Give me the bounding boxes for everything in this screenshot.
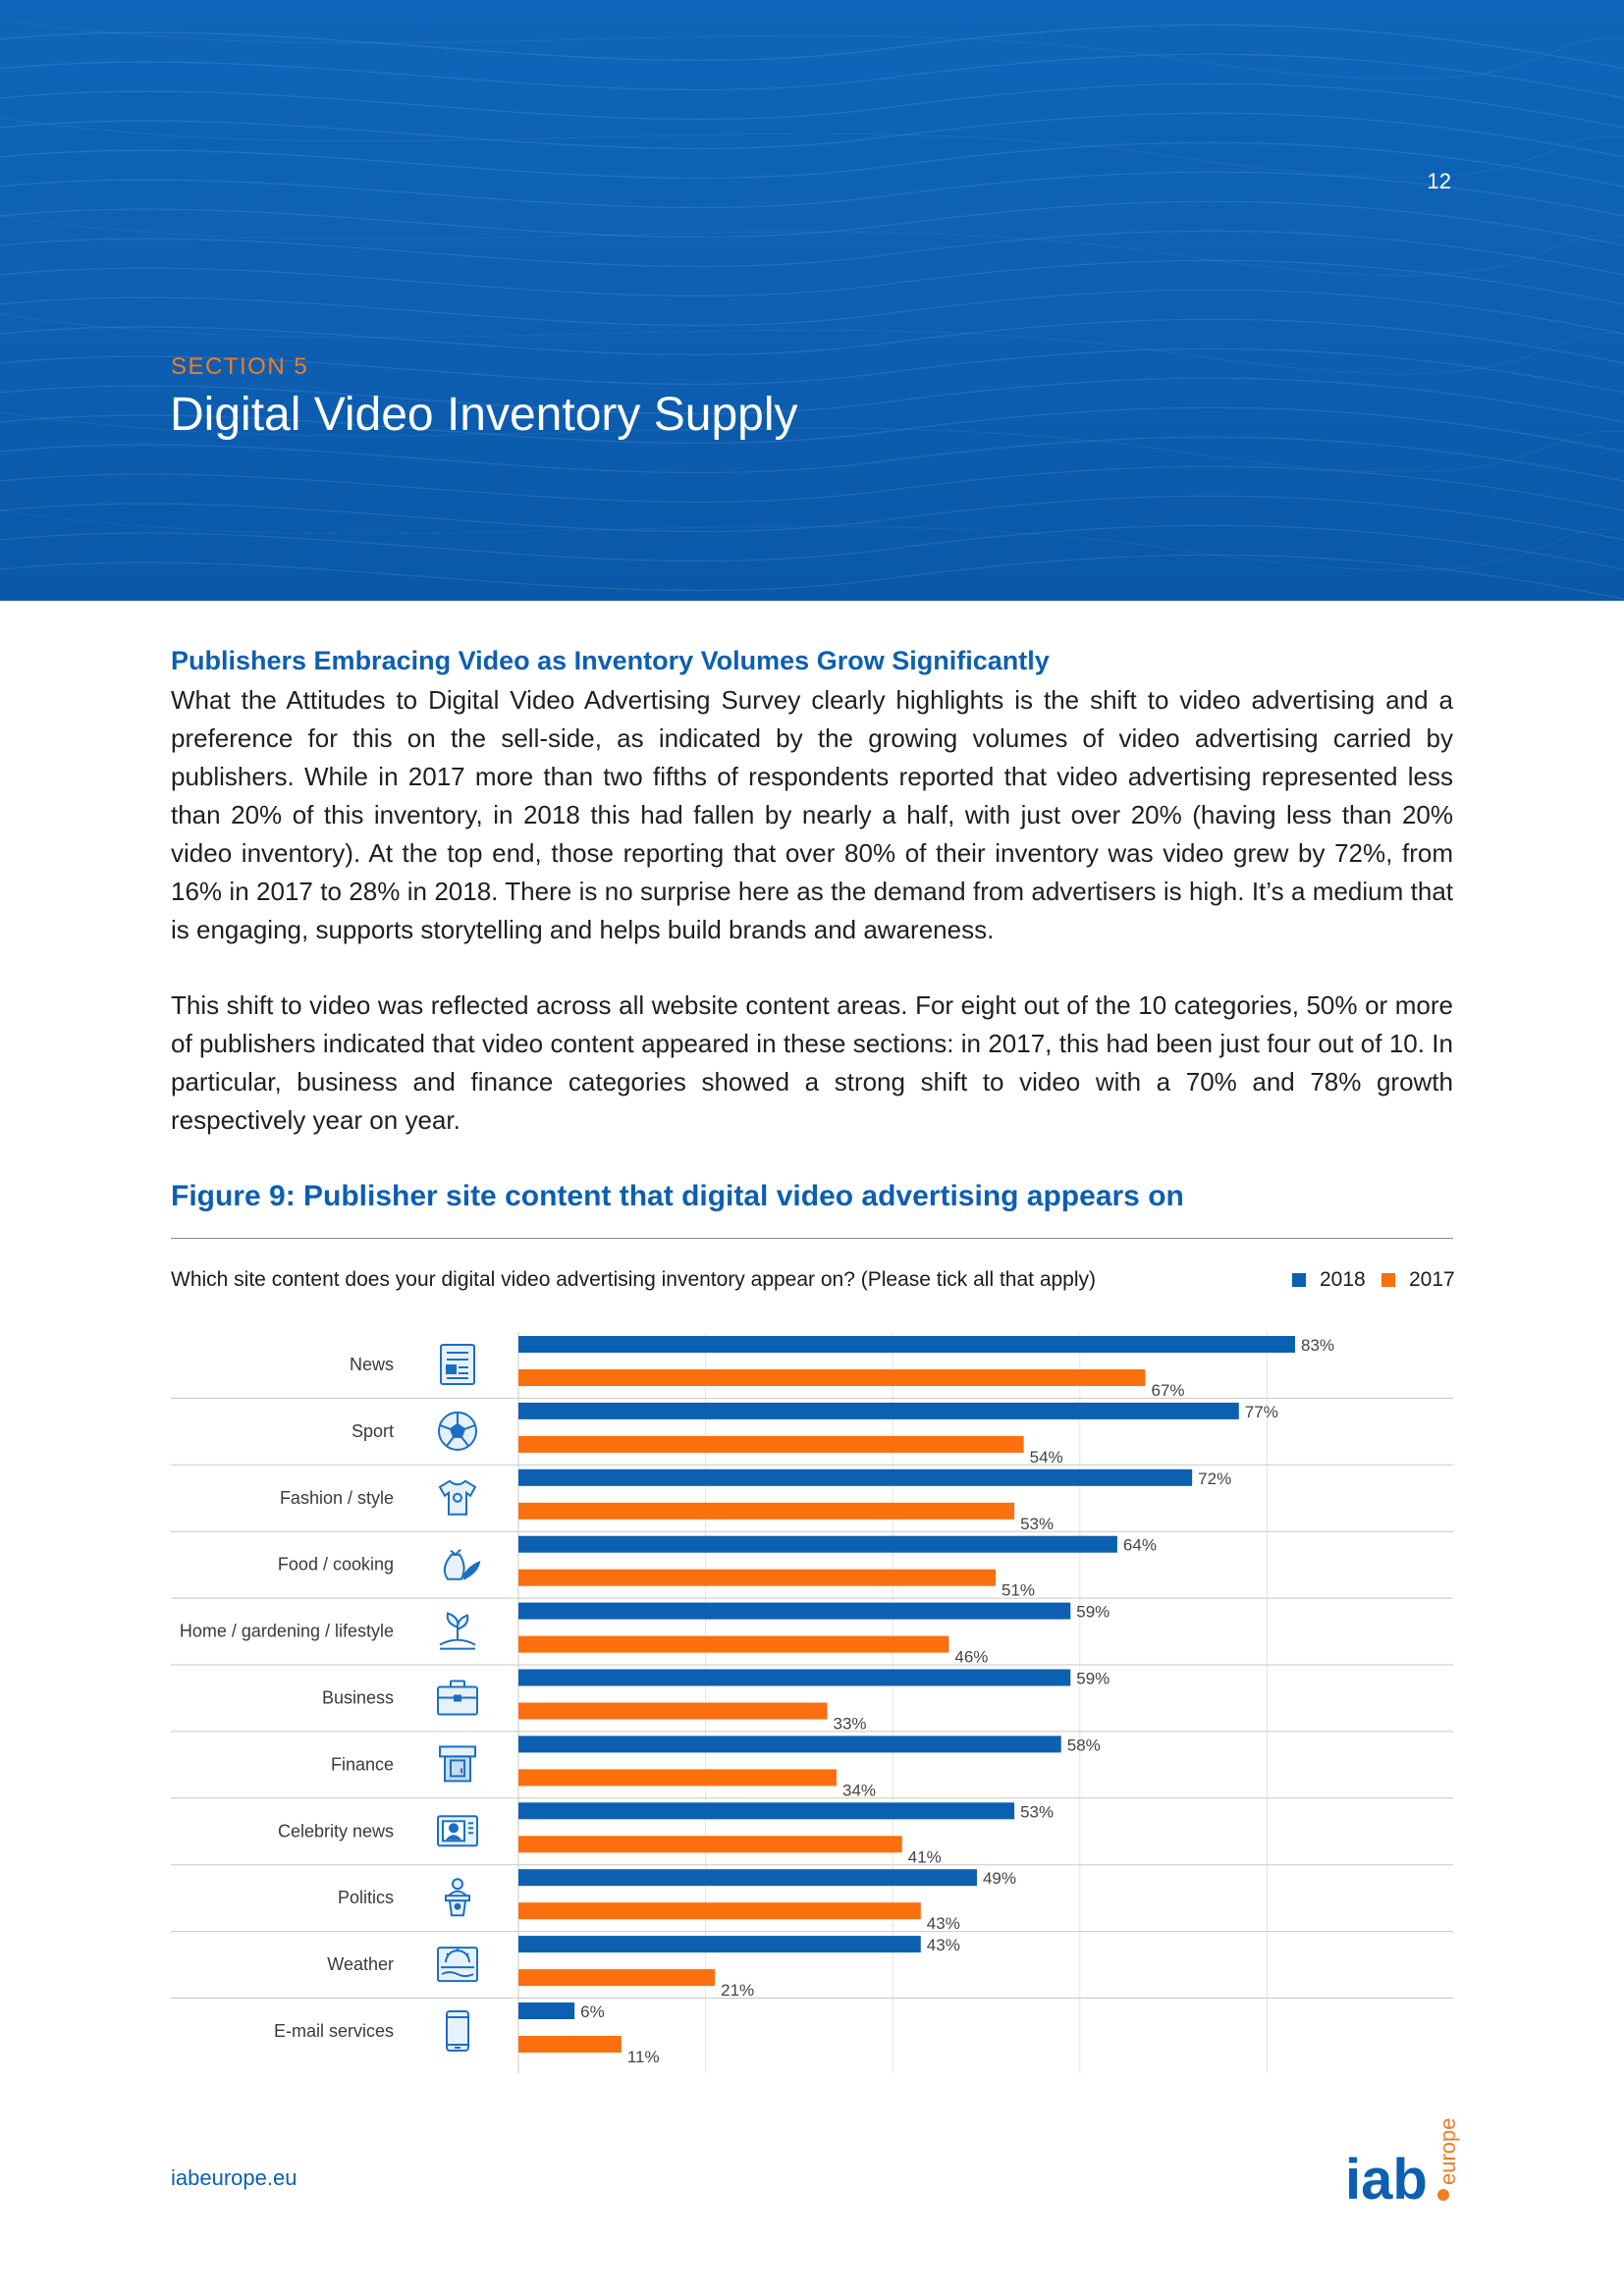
bar-2017 [518, 1569, 997, 1586]
value-label-2017: 54% [1030, 1448, 1063, 1467]
bar-2018 [518, 1869, 977, 1887]
category-label: Sport [352, 1421, 394, 1441]
bar-2018 [518, 1936, 921, 1953]
legend-label-2017: 2017 [1409, 1268, 1455, 1291]
bar-2017 [518, 1836, 902, 1853]
value-label-2017: 41% [908, 1847, 942, 1866]
value-label-2018: 49% [983, 1869, 1016, 1888]
bar-2017 [518, 1769, 838, 1787]
tv-celebrity-icon [437, 1815, 478, 1847]
value-label-2017: 67% [1152, 1381, 1185, 1400]
value-label-2017: 53% [1020, 1515, 1054, 1533]
value-label-2018: 58% [1067, 1735, 1101, 1754]
bar-2017 [518, 1502, 1015, 1520]
value-label-2018: 64% [1123, 1536, 1157, 1555]
bar-2017 [518, 1902, 921, 1920]
food-bag-icon [443, 1548, 481, 1580]
bar-2017 [518, 1369, 1146, 1386]
wave-pattern [0, 19, 1624, 600]
bar-2017 [518, 1969, 716, 1987]
briefcase-icon [437, 1680, 478, 1716]
category-label: Celebrity news [278, 1821, 394, 1841]
podium-icon [445, 1878, 470, 1917]
bar-2017 [518, 1635, 949, 1653]
category-label: E-mail services [274, 2021, 394, 2041]
category-label: Business [322, 1688, 394, 1708]
bar-2018 [518, 1535, 1117, 1553]
value-label-2018: 53% [1020, 1802, 1054, 1821]
bar-2018 [518, 1402, 1239, 1419]
legend-item-2018: 2018 [1292, 1268, 1366, 1292]
value-label-2018: 6% [580, 2002, 605, 2021]
tshirt-icon [438, 1479, 477, 1516]
paragraph-1: What the Attitudes to Digital Video Adve… [171, 685, 1453, 944]
bar-2018 [518, 1468, 1193, 1486]
figure-divider [171, 1238, 1453, 1239]
value-label-2017: 46% [954, 1648, 988, 1667]
bar-2017 [518, 1435, 1024, 1453]
category-label: Fashion / style [280, 1488, 394, 1508]
value-label-2017: 33% [833, 1715, 866, 1734]
category-label: Weather [327, 1954, 394, 1974]
newspaper-icon [440, 1344, 475, 1385]
bar-2017 [518, 1702, 828, 1720]
footer-url[interactable]: iabeurope.eu [171, 2165, 298, 2190]
paragraph-2: This shift to video was reflected across… [171, 990, 1453, 1135]
value-label-2017: 51% [1001, 1581, 1035, 1600]
header-banner: 12 SECTION 5 Digital Video Inventory Sup… [0, 0, 1624, 601]
category-label: News [350, 1355, 394, 1374]
survey-question: Which site content does your digital vid… [171, 1268, 1097, 1291]
bar-2018 [518, 1602, 1071, 1620]
value-label-2017: 21% [721, 1981, 754, 2000]
page-number: 12 [1427, 169, 1451, 193]
football-icon [438, 1411, 477, 1451]
logo-dot [1437, 2189, 1449, 2201]
iab-europe-logo: iab europe [1345, 2117, 1460, 2212]
bar-2018 [518, 2002, 575, 2019]
bar-2018 [518, 1735, 1061, 1753]
bar-2018 [518, 1669, 1071, 1686]
legend-label-2018: 2018 [1320, 1268, 1366, 1291]
article-subheading: Publishers Embracing Video as Inventory … [171, 646, 1050, 675]
bar-2017 [518, 2036, 622, 2053]
category-label: Food / cooking [278, 1555, 394, 1575]
legend-swatch-2017 [1381, 1273, 1395, 1287]
value-label-2018: 59% [1076, 1603, 1110, 1622]
smartphone-icon [446, 2010, 469, 2052]
legend-swatch-2018 [1292, 1273, 1306, 1287]
section-title: Digital Video Inventory Supply [170, 389, 798, 441]
bar-2018 [518, 1802, 1015, 1820]
category-label: Politics [338, 1888, 394, 1907]
section-label: SECTION 5 [171, 353, 309, 380]
value-label-2017: 43% [927, 1914, 960, 1933]
logo-europe-text: europe [1435, 2117, 1460, 2185]
atm-icon [439, 1745, 476, 1783]
value-label-2017: 34% [842, 1781, 876, 1799]
plant-icon [439, 1612, 476, 1650]
category-label: Home / gardening / lifestyle [180, 1622, 394, 1641]
value-label-2018: 43% [927, 1936, 960, 1954]
value-label-2018: 77% [1245, 1403, 1278, 1421]
value-label-2018: 83% [1301, 1336, 1334, 1355]
value-label-2018: 59% [1076, 1670, 1110, 1688]
figure-title: Figure 9: Publisher site content that di… [171, 1180, 1184, 1212]
value-label-2017: 11% [627, 2048, 660, 2066]
weather-icon [437, 1947, 478, 1983]
value-label-2018: 72% [1198, 1469, 1231, 1488]
logo-iab-text: iab [1345, 2148, 1428, 2212]
category-label: Finance [331, 1754, 394, 1774]
bar-2018 [518, 1336, 1295, 1353]
legend-item-2017: 2017 [1381, 1268, 1455, 1292]
